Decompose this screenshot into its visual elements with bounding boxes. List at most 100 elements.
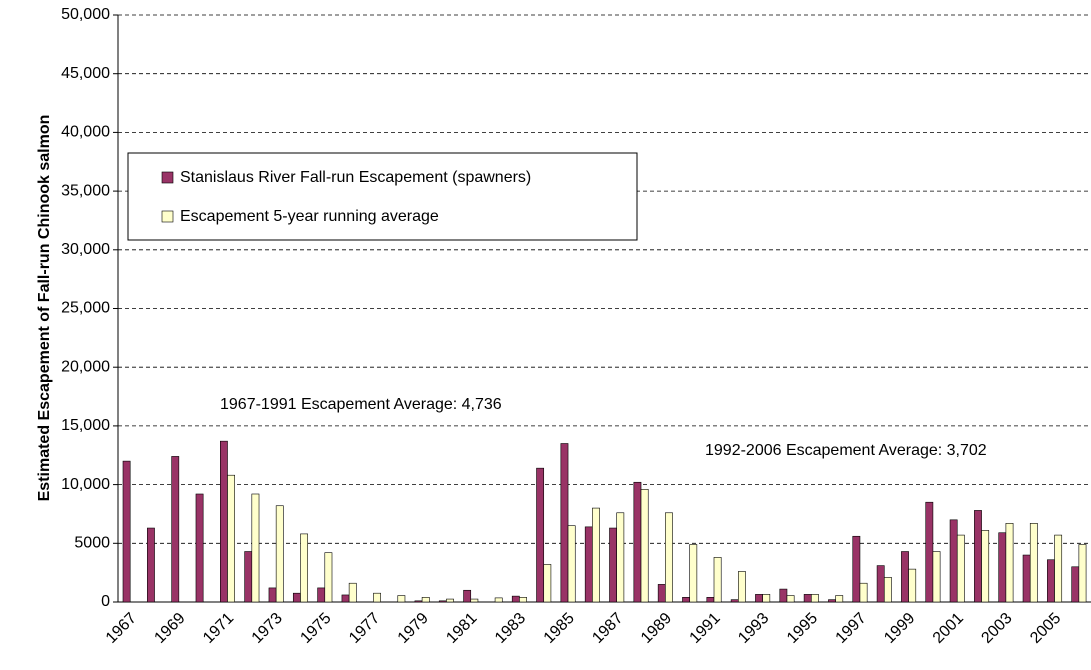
bar (373, 592, 381, 603)
bar (292, 592, 301, 603)
bar (251, 493, 260, 603)
bar (1029, 523, 1038, 603)
bar (981, 530, 990, 603)
bar (592, 507, 600, 603)
legend-swatch (161, 171, 174, 184)
bar (835, 595, 844, 603)
x-tick-label: 2003 (978, 610, 1015, 647)
x-tick-label: 2005 (1027, 610, 1064, 647)
x-tick-label: 1967 (103, 610, 140, 647)
bar (147, 527, 155, 603)
bar (317, 587, 326, 603)
bar (421, 597, 430, 603)
x-tick-label: 1977 (346, 610, 383, 647)
y-tick-label: 25,000 (61, 300, 110, 317)
bar (195, 493, 204, 603)
bar (1054, 534, 1063, 603)
bar (397, 595, 406, 603)
x-tick-label: 1989 (638, 610, 675, 647)
bar (779, 588, 788, 603)
bar (956, 534, 965, 603)
bar (883, 577, 892, 603)
x-tick-label: 1987 (589, 610, 626, 647)
bar (511, 595, 520, 603)
bar (828, 599, 836, 603)
bar (665, 512, 673, 603)
x-tick-label: 1985 (541, 610, 578, 647)
bar (275, 505, 284, 603)
y-tick-label: 30,000 (61, 241, 110, 258)
y-tick-label: 15,000 (61, 417, 110, 434)
y-tick-label: 50,000 (61, 6, 110, 23)
bar (689, 544, 698, 603)
bar (1078, 544, 1087, 603)
bar (536, 467, 545, 603)
y-tick-label: 45,000 (61, 65, 110, 82)
x-tick-label: 1983 (492, 610, 529, 647)
bar (713, 557, 722, 603)
bar (463, 589, 472, 603)
bar (657, 584, 666, 603)
bar (974, 510, 982, 603)
y-axis-label: Estimated Escapement of Fall-run Chinook… (36, 115, 53, 502)
bar (1022, 554, 1031, 603)
bar (949, 519, 958, 603)
bar (616, 512, 625, 603)
bar (859, 582, 868, 603)
bar (438, 600, 447, 603)
bar (633, 481, 642, 603)
x-tick-label: 1979 (395, 610, 432, 647)
y-tick-label: 40,000 (61, 124, 110, 141)
y-tick-label: 5000 (74, 535, 110, 552)
bar (220, 440, 228, 603)
bar (932, 551, 941, 603)
bar (682, 597, 690, 603)
x-tick-label: 1969 (151, 610, 188, 647)
bar (762, 594, 771, 603)
x-tick-label: 1993 (735, 610, 772, 647)
x-tick-label: 1997 (833, 610, 870, 647)
y-tick-label: 10,000 (61, 476, 110, 493)
bar (998, 532, 1007, 603)
bar (348, 582, 357, 603)
bar (1071, 566, 1080, 603)
annotation: 1967-1991 Escapement Average: 4,736 (220, 396, 502, 413)
annotation: 1992-2006 Escapement Average: 3,702 (705, 442, 987, 459)
x-tick-label: 1995 (784, 610, 821, 647)
x-tick-label: 2001 (930, 610, 967, 647)
bar (414, 600, 423, 603)
bar (470, 598, 479, 603)
x-tick-label: 1975 (297, 610, 334, 647)
bar (810, 594, 819, 603)
bar (803, 594, 812, 603)
bar (786, 595, 795, 603)
x-tick-label: 1999 (881, 610, 918, 647)
bar (876, 565, 885, 603)
bar (244, 551, 253, 603)
legend-swatch (161, 210, 174, 223)
bar (755, 594, 763, 603)
bar (519, 597, 527, 603)
bar (227, 474, 235, 603)
legend-label: Stanislaus River Fall-run Escapement (sp… (180, 169, 531, 186)
x-tick-label: 1973 (249, 610, 286, 647)
bar (908, 568, 917, 603)
bar (567, 525, 576, 603)
x-tick-label: 1991 (687, 610, 724, 647)
bar (925, 501, 934, 603)
legend-label: Escapement 5-year running average (180, 208, 439, 225)
bar (300, 533, 308, 603)
bar (543, 564, 552, 603)
bar (341, 594, 350, 603)
legend-box (127, 152, 638, 241)
y-tick-label: 20,000 (61, 358, 110, 375)
bar (640, 488, 649, 603)
bar (122, 460, 131, 603)
bar (901, 551, 909, 603)
bar (1047, 559, 1055, 603)
bar (494, 597, 503, 603)
bar (1005, 523, 1014, 603)
bar (609, 527, 617, 603)
y-tick-label: 35,000 (61, 182, 110, 199)
